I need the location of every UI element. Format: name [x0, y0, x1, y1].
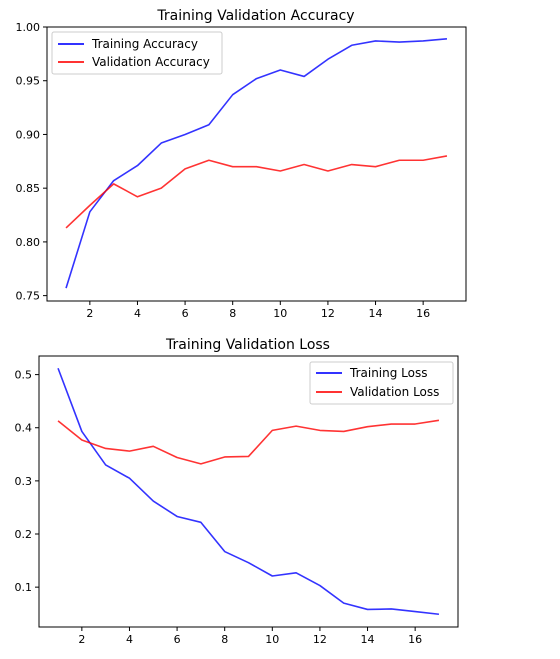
loss-legend: Training Loss Validation Loss — [309, 361, 454, 405]
loss-x-tick-label: 12 — [313, 633, 327, 646]
accuracy-x-tick-label: 2 — [86, 307, 93, 320]
loss-y-tick-label: 0.3 — [15, 475, 33, 488]
loss-x-tick-label: 2 — [78, 633, 85, 646]
accuracy-chart: Training Validation Accuracy 2 4 6 8 10 12 14 1… — [16, 8, 467, 320]
loss-y-tick-label: 0.4 — [15, 422, 33, 435]
loss-chart-title: Training Validation Loss — [165, 337, 330, 353]
legend-label-training-accuracy: Training Accuracy — [91, 37, 198, 51]
series-line-validation-accuracy — [65, 155, 448, 229]
series-line-training-loss — [57, 367, 440, 616]
accuracy-legend: Training Accuracy Validation Accuracy — [51, 31, 223, 75]
loss-y-tick-label: 0.2 — [15, 528, 33, 541]
accuracy-x-tick-label: 10 — [273, 307, 287, 320]
loss-x-tick-label: 4 — [126, 633, 133, 646]
loss-x-tick-label: 10 — [265, 633, 279, 646]
loss-chart: Training Validation Loss 2 4 6 8 10 12 14 16 0.1… — [15, 337, 459, 646]
series-line-training-accuracy — [65, 38, 448, 289]
accuracy-y-tick-label: 0.80 — [16, 236, 41, 249]
accuracy-x-tick-label: 6 — [182, 307, 189, 320]
legend-label-validation-accuracy: Validation Accuracy — [92, 55, 210, 69]
series-line-validation-loss — [57, 419, 440, 465]
accuracy-y-tick-label: 1.00 — [16, 21, 41, 34]
legend-label-training-loss: Training Loss — [349, 366, 427, 380]
accuracy-x-tick-label: 14 — [369, 307, 383, 320]
accuracy-x-tick-label: 12 — [321, 307, 335, 320]
loss-x-tick-label: 16 — [408, 633, 422, 646]
accuracy-x-tick-label: 8 — [229, 307, 236, 320]
legend-label-validation-loss: Validation Loss — [350, 385, 439, 399]
accuracy-y-tick-label: 0.75 — [16, 290, 41, 303]
accuracy-chart-title: Training Validation Accuracy — [156, 8, 354, 24]
accuracy-y-tick-label: 0.95 — [16, 75, 41, 88]
accuracy-plot-area — [46, 26, 467, 302]
accuracy-legend-box — [51, 31, 223, 75]
accuracy-y-tick-label: 0.90 — [16, 128, 41, 141]
loss-x-tick-label: 14 — [361, 633, 375, 646]
accuracy-x-tick-label: 16 — [416, 307, 430, 320]
loss-y-tick-label: 0.5 — [15, 369, 33, 382]
accuracy-y-tick-label: 0.85 — [16, 182, 41, 195]
loss-y-tick-label: 0.1 — [15, 581, 33, 594]
loss-x-tick-label: 6 — [174, 633, 181, 646]
loss-x-tick-label: 8 — [221, 633, 228, 646]
loss-plot-area — [38, 355, 459, 628]
loss-legend-box — [309, 361, 454, 405]
accuracy-x-tick-label: 4 — [134, 307, 141, 320]
